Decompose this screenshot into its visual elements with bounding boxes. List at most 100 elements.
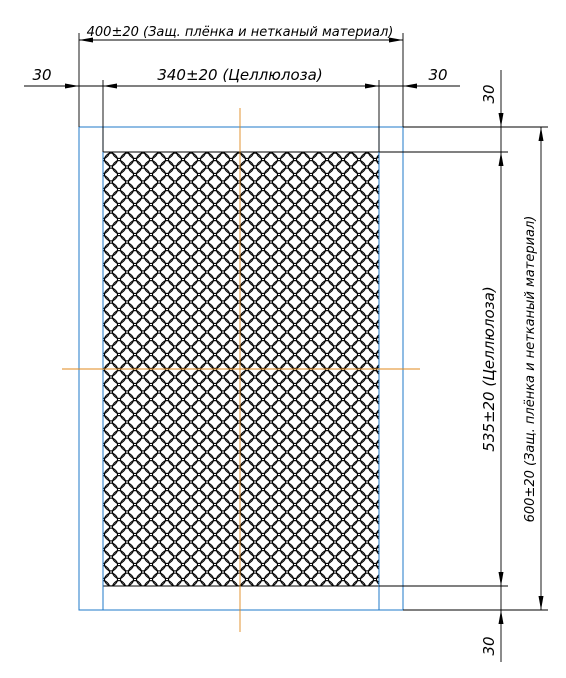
- mesh-cell: [287, 369, 303, 385]
- mesh-cell: [343, 227, 359, 242]
- mesh-cell: [89, 528, 102, 541]
- mesh-cell: [175, 474, 191, 490]
- mesh-cell: [103, 249, 111, 265]
- mesh-cell: [271, 234, 287, 250]
- mesh-cell: [385, 431, 398, 444]
- mesh-cell: [127, 549, 143, 565]
- mesh-cell: [297, 138, 310, 151]
- mesh-cell: [231, 467, 247, 482]
- mesh-cell: [159, 159, 175, 175]
- mesh-cell: [175, 294, 191, 310]
- mesh-cell: [231, 512, 247, 527]
- mesh-cell: [351, 354, 367, 370]
- mesh-cell: [287, 384, 303, 400]
- mesh-cell: [303, 279, 319, 295]
- mesh-cell: [303, 564, 319, 580]
- dim-text-top-inner: 340±20 (Целлюлоза): [157, 66, 322, 84]
- mesh-cell: [103, 227, 119, 242]
- mesh-cell: [247, 572, 263, 586]
- mesh-cell: [119, 512, 135, 527]
- mesh-cell: [367, 204, 379, 220]
- mesh-cell: [207, 474, 223, 490]
- mesh-cell: [143, 564, 159, 580]
- mesh-cell: [385, 326, 398, 339]
- mesh-cell: [335, 219, 351, 235]
- mesh-cell: [239, 264, 255, 280]
- mesh-cell: [240, 579, 254, 586]
- mesh-cell: [367, 219, 379, 235]
- mesh-cell: [143, 174, 159, 190]
- mesh-cell: [89, 228, 102, 241]
- mesh-cell: [351, 414, 367, 430]
- mesh-cell: [103, 182, 119, 197]
- mesh-cell: [263, 362, 279, 377]
- mesh-cell: [215, 332, 231, 347]
- mesh-cell: [319, 429, 335, 445]
- mesh-cell: [103, 512, 119, 527]
- mesh-cell: [319, 159, 335, 175]
- mesh-cell: [265, 138, 278, 151]
- mesh-cell: [311, 332, 327, 347]
- mesh-cell: [143, 474, 159, 490]
- mesh-cell: [215, 257, 231, 272]
- mesh-cell: [192, 579, 206, 586]
- mesh-cell: [127, 519, 143, 535]
- mesh-cell: [151, 182, 167, 197]
- mesh-cell: [151, 437, 167, 452]
- mesh-cell: [199, 302, 215, 317]
- mesh-cell: [103, 407, 119, 422]
- mesh-cell: [303, 294, 319, 310]
- mesh-cell: [263, 527, 279, 542]
- mesh-cell: [311, 287, 327, 302]
- mesh-cell: [337, 131, 350, 144]
- mesh-cell: [329, 138, 342, 151]
- mesh-cell: [103, 377, 119, 392]
- mesh-cell: [273, 131, 286, 144]
- mesh-cell: [375, 214, 379, 225]
- mesh-cell: [223, 264, 239, 280]
- mesh-cell: [367, 324, 379, 340]
- mesh-cell: [335, 474, 351, 490]
- mesh-cell: [81, 146, 94, 159]
- mesh-cell: [89, 333, 102, 346]
- mesh-cell: [279, 152, 295, 167]
- mesh-cell: [167, 422, 183, 437]
- mesh-cell: [351, 189, 367, 205]
- mesh-cell: [303, 519, 319, 535]
- mesh-cell: [143, 429, 159, 445]
- mesh-cell: [215, 422, 231, 437]
- mesh-cell: [279, 332, 295, 347]
- mesh-cell: [295, 197, 311, 212]
- mesh-cell: [111, 459, 127, 475]
- mesh-cell: [215, 227, 231, 242]
- mesh-cell: [191, 459, 207, 475]
- mesh-cell: [167, 482, 183, 497]
- mesh-cell: [271, 279, 287, 295]
- mesh-cell: [359, 422, 375, 437]
- mesh-cell: [247, 227, 263, 242]
- mesh-cell: [263, 347, 279, 362]
- mesh-cell: [287, 294, 303, 310]
- mesh-cell: [191, 219, 207, 235]
- mesh-cell: [89, 513, 102, 526]
- mesh-cell: [255, 324, 271, 340]
- mesh-cell: [343, 167, 359, 182]
- mesh-cell: [351, 444, 367, 460]
- arrow-30-bottom: [498, 610, 504, 624]
- mesh-cell: [255, 459, 271, 475]
- mesh-cell: [295, 497, 311, 512]
- mesh-cell: [233, 138, 246, 151]
- mesh-cell: [287, 159, 303, 175]
- mesh-cell: [223, 324, 239, 340]
- mesh-cell: [119, 257, 135, 272]
- mesh-cell: [335, 384, 351, 400]
- mesh-cell: [239, 294, 255, 310]
- mesh-cell: [215, 467, 231, 482]
- mesh-cell: [375, 154, 379, 165]
- mesh-cell: [343, 347, 359, 362]
- mesh-cell: [135, 482, 151, 497]
- mesh-cell: [319, 474, 335, 490]
- mesh-cell: [151, 152, 167, 167]
- mesh-cell: [143, 384, 159, 400]
- mesh-cell: [287, 549, 303, 565]
